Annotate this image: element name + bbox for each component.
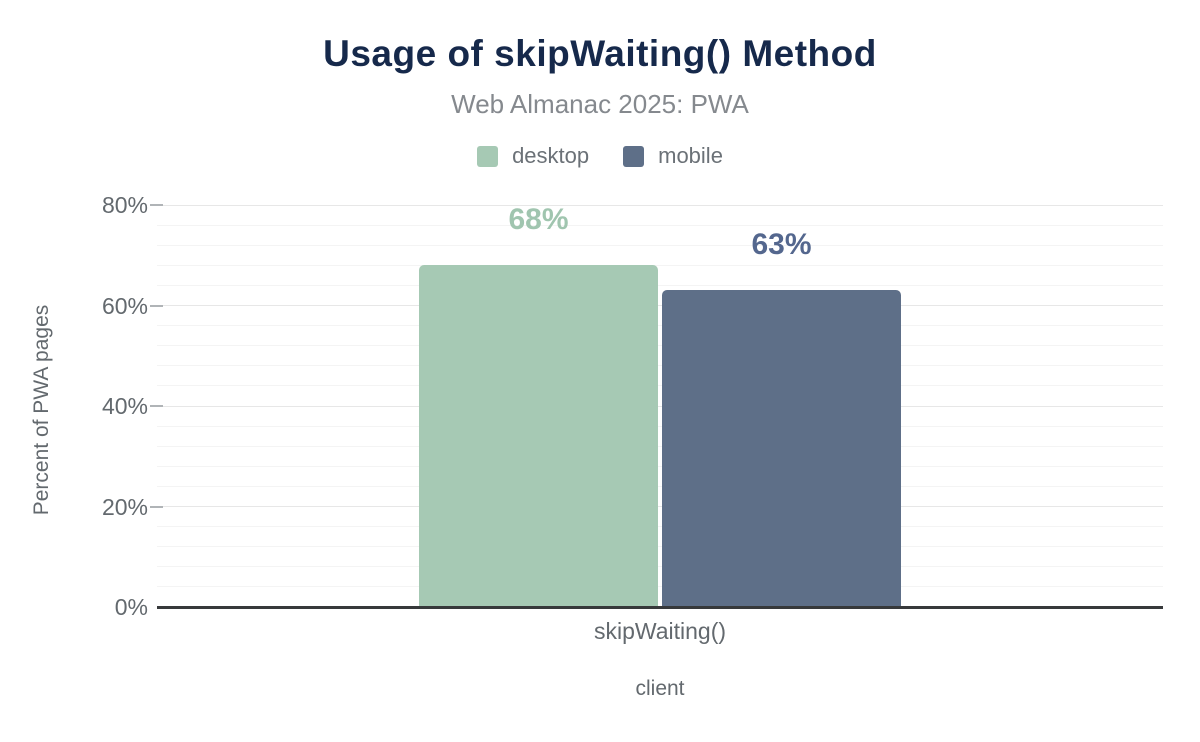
minor-gridline xyxy=(157,526,1163,528)
major-gridline xyxy=(157,506,1163,507)
major-gridline xyxy=(157,405,1163,407)
y-tick-label: 60% xyxy=(101,292,148,319)
legend-item-desktop[interactable]: desktop xyxy=(477,143,589,169)
minor-gridline xyxy=(157,485,1163,487)
minor-gridline xyxy=(157,546,1163,548)
y-axis-title: Percent of PWA pages xyxy=(30,304,53,516)
y-tick-mark xyxy=(150,505,163,508)
minor-gridline xyxy=(157,264,1163,266)
y-tick-mark xyxy=(150,405,163,407)
x-axis-title: client xyxy=(635,677,685,700)
minor-gridline xyxy=(157,224,1163,226)
legend-label: mobile xyxy=(658,143,723,168)
legend-swatch-icon xyxy=(477,145,499,167)
y-tick-mark xyxy=(150,204,163,206)
major-gridline xyxy=(157,204,1163,206)
minor-gridline xyxy=(157,244,1163,246)
value-label-mobile: 63% xyxy=(751,228,812,262)
legend-swatch-icon xyxy=(623,145,645,167)
y-tick-label: 0% xyxy=(114,594,148,620)
y-tick-label: 80% xyxy=(101,192,148,218)
legend-label: desktop xyxy=(512,143,590,168)
chart-subtitle: Web Almanac 2025: PWA xyxy=(451,89,749,119)
legend-item-mobile[interactable]: mobile xyxy=(623,143,723,169)
y-tick-mark xyxy=(150,304,163,307)
minor-gridline xyxy=(157,586,1163,588)
major-gridline xyxy=(157,305,1163,306)
minor-gridline xyxy=(157,284,1163,286)
value-label-desktop: 68% xyxy=(508,203,569,237)
minor-gridline xyxy=(157,425,1163,427)
minor-gridline xyxy=(157,465,1163,467)
y-tick-label: 20% xyxy=(101,493,148,520)
x-tick-label: skipWaiting() xyxy=(593,618,727,644)
minor-gridline xyxy=(157,566,1163,568)
minor-gridline xyxy=(157,365,1163,367)
legend: desktop mobile xyxy=(0,142,1200,170)
bar-desktop[interactable] xyxy=(419,265,658,607)
minor-gridline xyxy=(157,445,1163,447)
minor-gridline xyxy=(157,385,1163,387)
x-axis-line xyxy=(157,606,1163,609)
chart-title: Usage of skipWaiting() Method xyxy=(323,33,877,74)
minor-gridline xyxy=(157,345,1163,347)
bar-mobile[interactable] xyxy=(662,290,901,607)
y-tick-label: 40% xyxy=(101,393,148,419)
minor-gridline xyxy=(157,325,1163,327)
